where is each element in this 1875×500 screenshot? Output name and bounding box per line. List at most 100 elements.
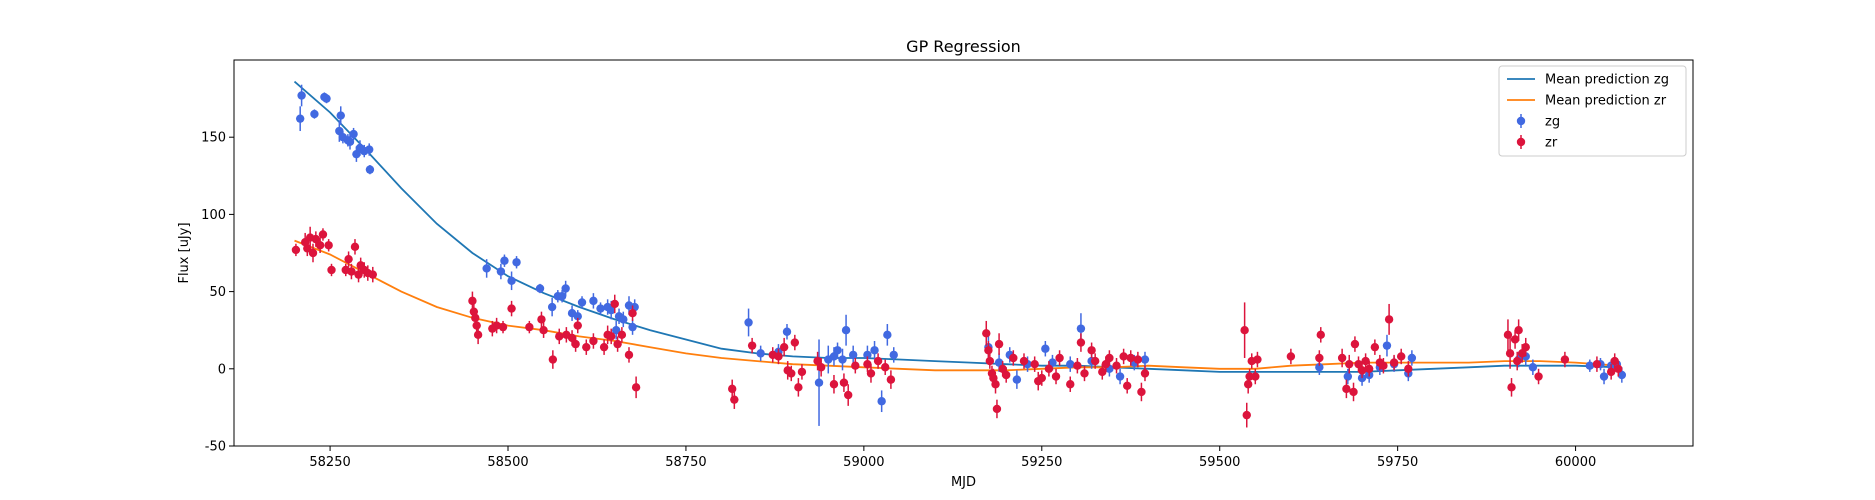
point-marker xyxy=(1382,341,1392,350)
data-point-zg xyxy=(782,324,792,340)
data-point-zg xyxy=(297,84,306,107)
point-marker xyxy=(984,346,993,355)
data-point-zr xyxy=(318,228,328,241)
data-point-zr xyxy=(1350,336,1360,352)
point-marker xyxy=(607,305,616,315)
point-marker xyxy=(571,339,580,349)
data-point-zr xyxy=(774,348,783,365)
point-marker xyxy=(589,296,598,306)
legend-label: zr xyxy=(1545,136,1558,151)
point-marker xyxy=(1370,342,1380,352)
data-point-zr xyxy=(548,350,558,369)
point-marker xyxy=(1521,342,1530,352)
data-point-zg xyxy=(589,293,598,309)
point-marker xyxy=(1592,359,1602,369)
data-point-zr xyxy=(368,266,377,283)
point-marker xyxy=(797,367,807,377)
point-marker xyxy=(1133,355,1143,364)
y-tick-label: -50 xyxy=(205,440,226,455)
data-point-zr xyxy=(1560,351,1570,368)
point-marker xyxy=(1243,380,1253,389)
point-marker xyxy=(525,322,534,332)
data-point-zr xyxy=(1037,370,1046,386)
data-point-zg xyxy=(345,134,355,150)
data-point-zr xyxy=(851,357,860,374)
legend-marker-swatch xyxy=(1516,137,1526,147)
point-marker xyxy=(336,111,345,120)
data-point-zr xyxy=(779,337,789,357)
prediction-line-zr xyxy=(294,239,1619,372)
data-point-zr xyxy=(1510,330,1520,349)
data-point-zr xyxy=(311,231,321,247)
point-marker xyxy=(596,304,605,313)
data-point-zg xyxy=(365,164,375,175)
data-point-zg xyxy=(1382,334,1392,357)
point-marker xyxy=(790,338,800,347)
data-point-zr xyxy=(1242,402,1251,428)
point-marker xyxy=(787,369,796,378)
point-marker xyxy=(297,91,306,100)
point-marker xyxy=(1384,315,1394,324)
data-point-zg xyxy=(1585,359,1595,372)
point-marker xyxy=(1076,338,1086,347)
point-marker xyxy=(327,265,336,275)
data-point-zr xyxy=(994,333,1004,355)
legend-box xyxy=(1498,65,1687,157)
x-axis-ticks: 58250 58500 58750 59000 59250 59500 59750 60000 xyxy=(309,446,1596,470)
data-point-zg xyxy=(322,93,331,104)
data-point-zg xyxy=(628,319,637,335)
series-zg xyxy=(295,84,1627,426)
data-point-zg xyxy=(619,311,628,328)
x-tick-label: 59500 xyxy=(1199,455,1240,470)
point-marker xyxy=(1585,361,1595,370)
point-marker xyxy=(1098,367,1107,377)
point-marker xyxy=(1407,353,1417,363)
point-marker xyxy=(535,284,545,293)
data-point-zr xyxy=(327,263,336,277)
y-tick-label: 150 xyxy=(201,131,226,146)
point-marker xyxy=(613,339,622,349)
data-point-zr xyxy=(1384,303,1394,335)
point-marker xyxy=(324,241,333,250)
point-marker xyxy=(1510,335,1520,344)
data-point-zr xyxy=(1073,357,1082,374)
data-point-zr xyxy=(1349,382,1358,402)
point-marker xyxy=(1315,353,1324,363)
data-point-zg xyxy=(365,143,374,156)
point-marker xyxy=(471,313,480,323)
data-point-zr xyxy=(1342,379,1351,399)
point-marker xyxy=(539,326,548,335)
point-marker xyxy=(1090,356,1100,366)
point-marker xyxy=(1066,380,1075,389)
data-point-zg xyxy=(877,390,886,413)
data-point-zr xyxy=(1614,361,1623,377)
data-point-zr xyxy=(1345,354,1354,374)
data-point-zr xyxy=(324,239,333,252)
data-point-zr xyxy=(291,243,301,257)
data-point-zr xyxy=(787,365,796,382)
point-marker xyxy=(881,363,890,372)
point-marker xyxy=(1080,369,1089,378)
data-point-zg xyxy=(596,302,605,315)
point-marker xyxy=(1361,356,1370,366)
point-marker xyxy=(350,242,360,252)
point-marker xyxy=(573,321,582,330)
point-marker xyxy=(619,315,628,324)
data-point-zg xyxy=(482,259,491,278)
chart-title: GP Regression xyxy=(906,37,1021,56)
data-point-zg xyxy=(814,339,824,426)
x-tick-label: 60000 xyxy=(1555,455,1596,470)
data-point-zr xyxy=(1140,365,1150,382)
point-marker xyxy=(322,94,331,103)
data-point-zr xyxy=(537,311,546,328)
point-marker xyxy=(883,330,892,340)
data-point-zg xyxy=(507,271,516,291)
data-point-zr xyxy=(1361,353,1370,369)
point-marker xyxy=(537,315,546,324)
point-marker xyxy=(998,364,1007,373)
point-marker xyxy=(617,330,627,340)
data-point-zr xyxy=(1316,327,1325,343)
x-tick-label: 58250 xyxy=(309,455,350,470)
data-point-zg xyxy=(349,127,358,141)
point-marker xyxy=(863,359,872,369)
